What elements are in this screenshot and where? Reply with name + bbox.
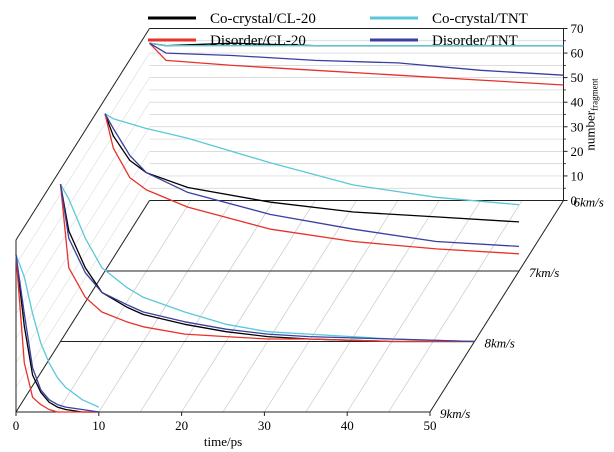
- y-tick-label: 0: [571, 193, 578, 208]
- floor-gridline: [305, 200, 440, 413]
- panel-7km/s: [104, 113, 520, 255]
- legend-label-disorder-tnt: Disorder/TNT: [432, 33, 518, 49]
- panel-6km/s: [149, 42, 564, 86]
- series-line: [15, 254, 99, 413]
- x-axis-title: time/ps: [204, 434, 242, 449]
- legend-label-cocrystal-tnt: Co-crystal/TNT: [432, 11, 528, 27]
- y-tick-label: 60: [571, 46, 584, 61]
- floor-gridline: [388, 200, 523, 413]
- series-line: [59, 184, 475, 343]
- y-tick-label: 40: [571, 95, 584, 110]
- series-line: [15, 254, 99, 413]
- series-line: [15, 254, 100, 408]
- axis-edge: [429, 200, 564, 413]
- series-line: [104, 113, 520, 206]
- wall-gridline: [15, 102, 150, 314]
- series-line: [104, 113, 520, 255]
- y-axis-title: numberfragment: [583, 78, 600, 151]
- x-tick-label: 0: [13, 418, 20, 433]
- y-tick-label: 10: [571, 168, 584, 183]
- floor-gridline: [98, 200, 233, 413]
- wall-gridline: [15, 77, 150, 290]
- panel-speed-label: 9km/s: [440, 406, 470, 421]
- wall-gridline: [15, 151, 150, 364]
- floor-gridline: [264, 200, 399, 413]
- series-line: [149, 42, 564, 47]
- y-tick-label: 70: [571, 21, 584, 36]
- panel-speed-label: 7km/s: [529, 265, 559, 280]
- x-tick-label: 20: [175, 418, 188, 433]
- floor-gridline: [346, 200, 481, 413]
- series-line: [15, 254, 99, 413]
- x-tick-label: 10: [92, 418, 105, 433]
- x-tick-label: 40: [341, 418, 354, 433]
- wall-gridline: [15, 52, 150, 265]
- y-tick-label: 20: [571, 144, 584, 159]
- panel-9km/s: [15, 254, 100, 413]
- y-tick-label: 50: [571, 70, 584, 85]
- panel-speed-label: 8km/s: [485, 336, 515, 351]
- series-line: [149, 42, 564, 86]
- floor-gridline: [181, 200, 316, 413]
- panel-speed-label: 6km/s: [574, 195, 604, 210]
- series-line: [104, 113, 520, 248]
- series-line: [149, 42, 564, 76]
- panel-8km/s: [59, 183, 475, 343]
- series-line: [59, 184, 475, 343]
- legend-label-cocrystal-cl20: Co-crystal/CL-20: [210, 11, 316, 27]
- axis-edge: [15, 200, 150, 413]
- x-tick-label: 50: [424, 418, 437, 433]
- floor-gridline: [222, 200, 357, 413]
- axis-edge: [15, 28, 150, 241]
- legend-label-disorder-cl20: Disorder/CL-20: [210, 33, 306, 49]
- series-line: [104, 113, 520, 223]
- wall-gridline: [15, 175, 150, 388]
- y-tick-label: 30: [571, 119, 584, 134]
- series-line: [59, 184, 475, 343]
- floor-gridline: [139, 200, 274, 413]
- series-line: [59, 183, 475, 343]
- x-tick-label: 30: [258, 418, 271, 433]
